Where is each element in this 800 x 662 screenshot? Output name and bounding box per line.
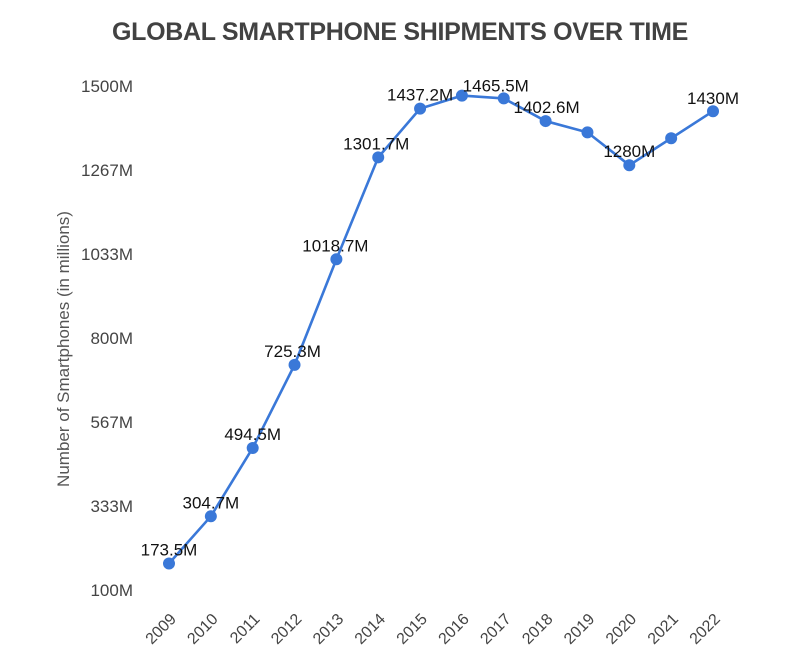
x-tick-label: 2014	[352, 611, 389, 648]
y-axis-ticks: 100M 333M 567M 800M 1033M 1267M 1500M	[81, 77, 133, 600]
x-tick-label: 2022	[687, 611, 724, 648]
x-tick-label: 2016	[436, 611, 473, 648]
x-tick-label: 2010	[184, 611, 221, 648]
data-point	[707, 105, 719, 118]
y-tick-label: 1267M	[81, 161, 133, 180]
data-labels-group: 173.5M 304.7M 494.5M 725.3M 1018.7M 1301.7M 14…	[141, 76, 739, 559]
x-tick-label: 2012	[268, 611, 305, 648]
data-point	[288, 358, 301, 371]
y-axis-label-group: Number of Smartphones (in millions)	[54, 211, 73, 487]
data-label: 494.5M	[224, 425, 281, 444]
data-label: 304.7M	[182, 493, 239, 512]
x-tick-label: 2017	[477, 611, 514, 648]
data-label: 1280M	[603, 142, 655, 161]
data-point	[330, 253, 343, 266]
x-tick-label: 2021	[645, 611, 682, 648]
data-point	[539, 115, 552, 128]
x-tick-label: 2015	[394, 611, 431, 648]
data-point	[665, 132, 678, 145]
y-tick-label: 100M	[90, 581, 133, 600]
series-line-group	[163, 89, 719, 570]
data-label: 1301.7M	[343, 134, 409, 153]
x-axis-ticks: 2009 2010 2011 2012 2013 2014 2015 2016 2017 2018…	[143, 611, 724, 648]
data-point	[455, 89, 468, 102]
data-point	[623, 159, 636, 172]
series-line	[168, 94, 714, 565]
x-tick-label: 2009	[143, 611, 180, 648]
data-point	[372, 151, 385, 164]
x-tick-label: 2011	[227, 611, 263, 647]
x-tick-label: 2013	[310, 611, 347, 648]
y-axis-label: Number of Smartphones (in millions)	[54, 211, 73, 487]
x-tick-label: 2018	[519, 611, 556, 648]
data-label: 1465.5M	[463, 76, 529, 95]
y-tick-label: 333M	[90, 497, 133, 516]
data-point	[497, 92, 510, 105]
data-label: 1402.6M	[514, 98, 580, 117]
y-tick-label: 1500M	[81, 77, 133, 96]
data-point	[246, 441, 259, 454]
chart-title: GLOBAL SMARTPHONE SHIPMENTS OVER TIME	[112, 18, 688, 46]
y-tick-label: 1033M	[81, 245, 133, 264]
data-label: 1018.7M	[302, 236, 368, 255]
data-point	[204, 510, 217, 523]
data-label: 1437.2M	[387, 86, 453, 105]
x-tick-label: 2020	[603, 611, 640, 648]
data-point	[414, 102, 427, 115]
x-tick-label: 2019	[561, 611, 598, 648]
data-label: 725.3M	[264, 342, 321, 361]
y-tick-label: 567M	[90, 413, 133, 432]
data-point	[581, 126, 594, 139]
data-label: 1430M	[687, 89, 739, 108]
data-point	[163, 557, 175, 570]
y-tick-label: 800M	[90, 329, 133, 348]
data-label: 173.5M	[141, 541, 198, 560]
